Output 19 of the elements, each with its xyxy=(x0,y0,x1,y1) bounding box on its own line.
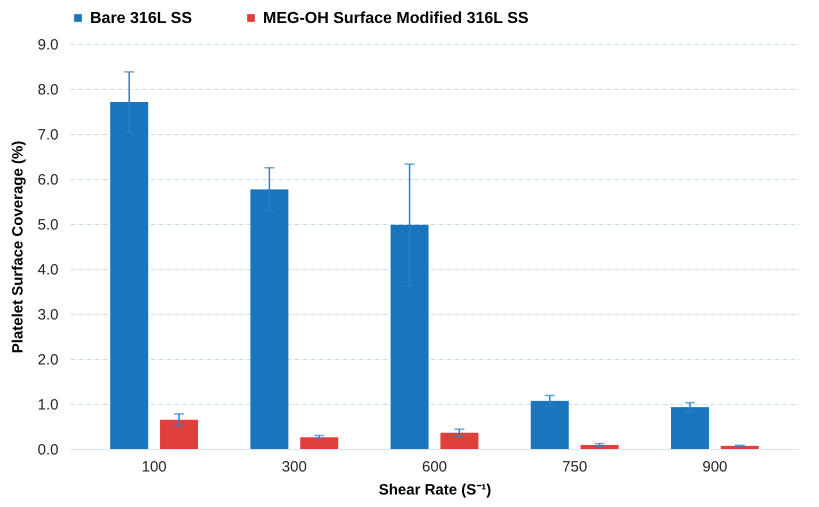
x-tick-label: 100 xyxy=(142,458,167,476)
y-tick-label: 4.0 xyxy=(38,262,58,278)
y-tick-label: 3.0 xyxy=(38,306,58,324)
x-tick-label: 600 xyxy=(422,458,448,476)
x-tick-label: 750 xyxy=(562,458,588,476)
y-tick-label: 8.0 xyxy=(38,82,58,98)
legend-label: Bare 316L SS xyxy=(90,10,192,27)
y-tick-label: 6.0 xyxy=(38,172,58,188)
x-tick-label: 900 xyxy=(702,458,728,476)
y-tick-label: 1.0 xyxy=(38,396,58,414)
y-tick-label: 5.0 xyxy=(38,216,58,234)
x-tick-label: 300 xyxy=(282,458,307,476)
legend-label: MEG-OH Surface Modified 316L SS xyxy=(263,10,529,27)
y-axis-title: Platelet Surface Coverage (%) xyxy=(10,140,27,354)
x-axis-title: Shear Rate (S⁻¹) xyxy=(378,482,492,498)
y-tick-label: 2.0 xyxy=(38,352,58,368)
y-tick-label: 0.0 xyxy=(38,442,58,458)
y-tick-label: 7.0 xyxy=(38,126,58,144)
y-tick-label: 9.0 xyxy=(38,36,58,54)
